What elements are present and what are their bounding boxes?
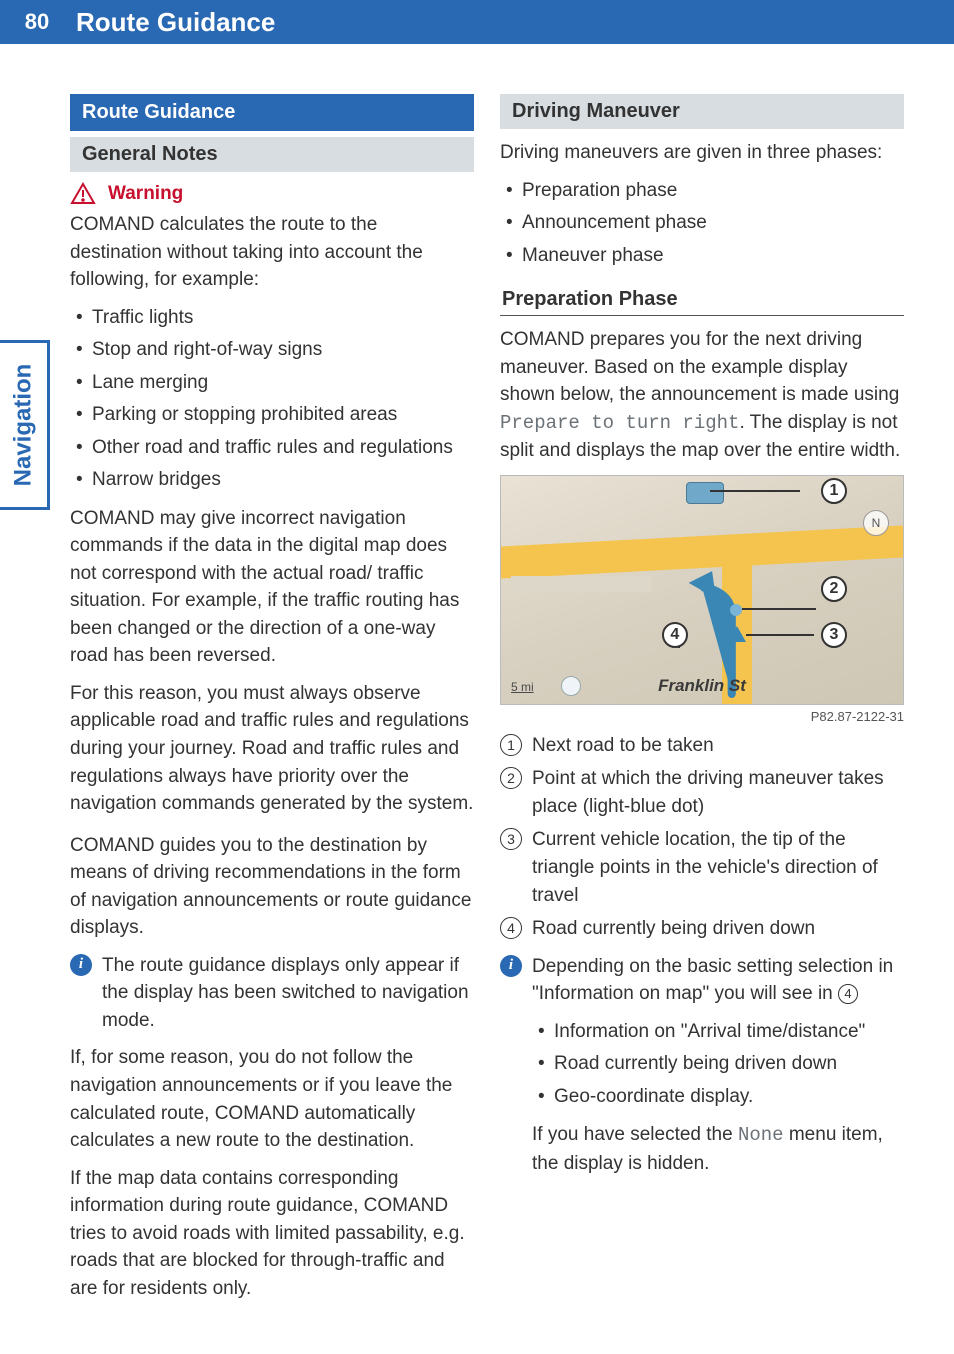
warning-paragraph: For this reason, you must always observe… [70,680,474,818]
page-header: 80 Route Guidance [0,0,954,44]
list-item: Announcement phase [506,209,904,238]
legend-item: 3 Current vehicle location, the tip of t… [500,826,904,909]
figure-code: P82.87-2122-31 [500,709,904,724]
info2-tail-mono: None [738,1124,784,1146]
side-tab-label: Navigation [10,364,38,487]
info2-tail: If you have selected the None menu item,… [532,1121,904,1177]
legend-text: Current vehicle location, the tip of the… [532,826,904,909]
info2-list: Information on "Arrival time/distance" R… [532,1018,904,1112]
prep-mono: Prepare to turn right [500,412,739,434]
body-paragraph: If, for some reason, you do not follow t… [70,1044,474,1154]
warning-triangle-icon [70,182,96,205]
page-title: Route Guidance [76,7,275,38]
list-item: Stop and right-of-way signs [76,336,474,365]
right-column: Driving Maneuver Driving maneuvers are g… [500,94,904,1312]
subsection-heading: Driving Maneuver [500,94,904,129]
list-item: Preparation phase [506,177,904,206]
callout-3: 3 [821,622,847,648]
legend-num: 3 [500,828,522,850]
legend-text: Next road to be taken [532,732,714,760]
prep-text-a: COMAND prepares you for the next driving… [500,329,899,405]
list-item: Narrow bridges [76,466,474,495]
info2-tail-a: If you have selected the [532,1124,738,1145]
list-item: Road currently being driven down [538,1050,904,1079]
legend-num: 2 [500,767,522,789]
legend-text: Road currently being driven down [532,915,815,943]
legend-item: 4 Road currently being driven down [500,915,904,943]
map-figure: N 1 2 3 4 5 mi Franklin St P82.87-2122-3… [500,475,904,724]
body-paragraph: If the map data contains corresponding i… [70,1165,474,1303]
legend-list: 1 Next road to be taken 2 Point at which… [500,732,904,943]
legend-item: 1 Next road to be taken [500,732,904,760]
mic-icon [561,676,581,696]
maneuver-dot [730,604,742,616]
legend-text: Point at which the driving maneuver take… [532,765,904,820]
page-number: 80 [10,9,64,35]
callout-4: 4 [662,622,688,648]
warning-header: Warning [70,182,474,205]
list-item: Maneuver phase [506,242,904,271]
legend-num: 4 [500,917,522,939]
prep-heading: Preparation Phase [500,280,904,316]
callout-line [742,608,816,610]
callout-1: 1 [821,478,847,504]
subsection-heading: General Notes [70,137,474,172]
info-note: i The route guidance displays only appea… [70,952,474,1035]
map-image: N 1 2 3 4 5 mi Franklin St [500,475,904,705]
map-scale: 5 mi [511,680,534,694]
dm-list: Preparation phase Announcement phase Man… [500,177,904,271]
callout-line [710,490,800,492]
list-item: Other road and traffic rules and regulat… [76,434,474,463]
info-text: Depending on the basic setting selection… [532,953,904,1008]
list-item: Lane merging [76,369,474,398]
dm-intro: Driving maneuvers are given in three pha… [500,139,904,167]
street-label: Franklin St [658,676,746,696]
info-text: The route guidance displays only appear … [102,952,474,1035]
callout-line [746,634,814,636]
legend-item: 2 Point at which the driving maneuver ta… [500,765,904,820]
section-heading: Route Guidance [70,94,474,131]
body-paragraph: COMAND guides you to the destination by … [70,832,474,942]
legend-num: 1 [500,734,522,756]
list-item: Geo-coordinate display. [538,1083,904,1112]
info-icon: i [500,955,522,977]
warning-intro: COMAND calculates the route to the desti… [70,211,474,294]
list-item: Traffic lights [76,304,474,333]
list-item: Information on "Arrival time/distance" [538,1018,904,1047]
callout-2: 2 [821,576,847,602]
warning-paragraph: COMAND may give incorrect navigation com… [70,505,474,670]
inline-callout: 4 [838,984,858,1004]
info-note: i Depending on the basic setting selecti… [500,953,904,1008]
warning-label: Warning [108,183,183,205]
vehicle-triangle-icon [728,626,746,642]
info-icon: i [70,954,92,976]
list-item: Parking or stopping prohibited areas [76,401,474,430]
side-tab: Navigation [0,340,50,510]
warning-list: Traffic lights Stop and right-of-way sig… [70,304,474,495]
left-column: Route Guidance General Notes Warning COM… [70,94,474,1312]
content-area: Route Guidance General Notes Warning COM… [0,44,954,1352]
prep-body: COMAND prepares you for the next driving… [500,326,904,465]
compass-icon: N [863,510,889,536]
